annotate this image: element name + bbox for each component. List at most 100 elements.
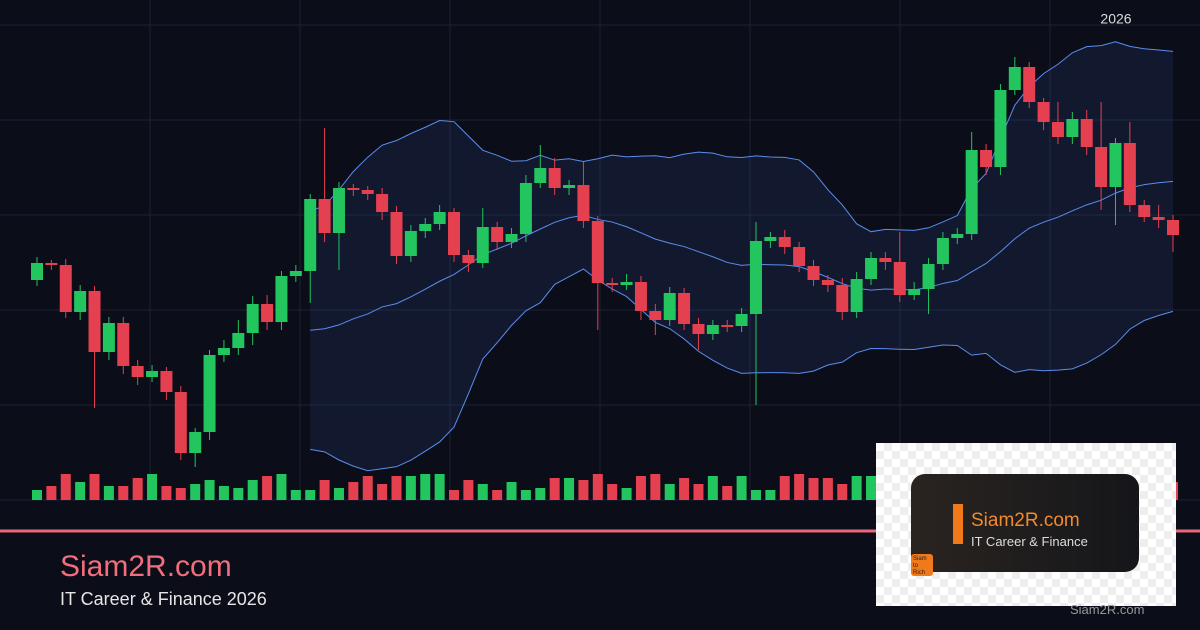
candle-body <box>1066 119 1079 137</box>
candle-body <box>764 237 777 241</box>
candle-body <box>807 266 820 280</box>
volume-bar <box>420 474 431 500</box>
candle-body <box>850 279 863 312</box>
candle-body <box>591 221 604 283</box>
candle-body <box>332 188 345 233</box>
candle-body <box>735 314 748 326</box>
volume-bar <box>377 484 388 500</box>
volume-bar <box>492 490 503 500</box>
candle-body <box>678 293 691 324</box>
volume-bar <box>578 480 589 500</box>
volume-bar <box>262 476 273 500</box>
candle-body <box>390 212 403 256</box>
candle-body <box>936 238 949 264</box>
candle-body <box>1095 147 1108 187</box>
volume-bar <box>218 486 229 500</box>
candle-body <box>1152 217 1165 220</box>
candle-body <box>246 304 259 333</box>
volume-bar <box>808 478 819 500</box>
card-icon: Siam to Rich <box>911 554 933 576</box>
candle-body <box>462 255 475 263</box>
candle-body <box>131 366 144 377</box>
band-middle <box>310 180 1174 331</box>
candle-body <box>448 212 461 255</box>
candle-body <box>706 325 719 334</box>
volume-bar <box>463 480 474 500</box>
candle-body <box>1123 143 1136 205</box>
candle-body <box>1037 102 1050 122</box>
candle-body <box>232 333 245 348</box>
volume-bar <box>175 488 186 500</box>
volume-bar <box>147 474 158 500</box>
volume-bar <box>247 480 258 500</box>
candle-body <box>994 90 1007 167</box>
volume-bar <box>348 482 359 500</box>
volume-bar <box>621 488 632 500</box>
candle-body <box>476 227 489 263</box>
candle-body <box>261 304 274 322</box>
candle-body <box>1023 67 1036 102</box>
volume-bar <box>434 474 445 500</box>
volume-bar <box>520 490 531 500</box>
candle-body <box>519 183 532 234</box>
candle-body <box>289 271 302 276</box>
candle-body <box>433 212 446 224</box>
volume-bar <box>650 474 661 500</box>
volume-bar <box>607 484 618 500</box>
candle-body <box>865 258 878 279</box>
volume-bar <box>89 474 100 500</box>
candle-body <box>1138 205 1151 217</box>
volume-bar <box>837 484 848 500</box>
volume-bar <box>305 490 316 500</box>
brand-name: Siam2R.com <box>60 550 232 583</box>
volume-bar <box>779 476 790 500</box>
candle-body <box>980 150 993 167</box>
candle-body <box>793 247 806 266</box>
volume-bar <box>32 490 42 500</box>
candle-body <box>563 185 576 188</box>
candle-body <box>951 234 964 238</box>
candle-body <box>117 323 130 366</box>
volume-bar <box>635 476 646 500</box>
candle-body <box>836 285 849 312</box>
candle-body <box>778 237 791 247</box>
candle-body <box>634 282 647 311</box>
volume-bar <box>103 486 114 500</box>
candle-body <box>1008 67 1021 90</box>
candle-body <box>160 371 173 392</box>
candle-body <box>922 264 935 289</box>
year-label: 2026 <box>1100 11 1131 27</box>
logo-panel: Siam2R.com IT Career & Finance Siam to R… <box>911 474 1139 576</box>
volume-bar <box>506 482 517 500</box>
candle-body <box>505 234 518 242</box>
candle-body <box>146 371 159 377</box>
volume-bar <box>707 476 718 500</box>
volume-bar <box>549 478 560 500</box>
volume-bar <box>564 478 575 500</box>
volume-bar <box>765 490 776 500</box>
candle-body <box>721 325 734 327</box>
candle-body <box>275 276 288 322</box>
volume-bar <box>190 484 201 500</box>
candle-body <box>74 291 87 312</box>
volume-bar <box>75 482 86 500</box>
volume-bar <box>722 486 733 500</box>
volume-bar <box>592 474 603 500</box>
candle-body <box>102 323 115 352</box>
volume-bar <box>319 480 330 500</box>
candle-body <box>548 168 561 188</box>
candle-body <box>577 185 590 221</box>
card-name: Siam2R.com <box>971 510 1080 531</box>
candle-body <box>45 263 58 265</box>
volume-bar <box>46 486 57 500</box>
candle-body <box>189 432 202 453</box>
brand-tagline: IT Career & Finance 2026 <box>60 589 267 609</box>
candle-body <box>821 280 834 285</box>
candle-body <box>404 231 417 256</box>
candle-body <box>304 199 317 271</box>
volume-bar <box>851 476 862 500</box>
candle-body <box>1167 220 1179 235</box>
candle-body <box>534 168 547 183</box>
